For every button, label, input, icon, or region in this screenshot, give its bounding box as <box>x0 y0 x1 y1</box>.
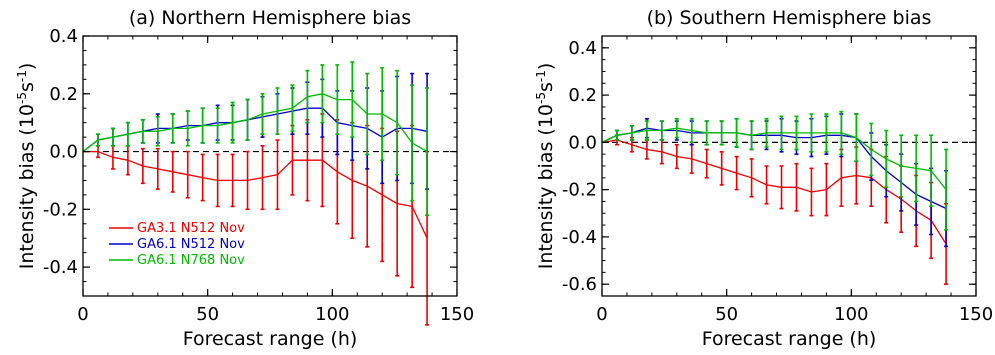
x-tick-label: 150 <box>959 304 993 325</box>
series-line <box>82 107 428 153</box>
x-axis-label: Forecast range (h) <box>702 328 877 350</box>
series-ga6-1-n768-nov <box>82 61 430 216</box>
y-tick-label: -0.2 <box>562 180 597 201</box>
series-ga6-1-n512-nov <box>601 113 949 248</box>
series-line <box>601 127 947 210</box>
y-tick-label: 0.0 <box>568 132 597 153</box>
series-ga3-1-n512-nov <box>83 113 430 326</box>
y-axis-label-superscript: -5 <box>15 92 29 104</box>
y-axis-label-part: ) <box>16 63 38 70</box>
x-tick-label: 100 <box>834 304 868 325</box>
series-ga6-1-n512-nov <box>82 72 430 190</box>
y-axis-label-part: Intensity bias (10 <box>535 104 557 269</box>
series-ga6-1-n768-nov <box>601 110 949 231</box>
chart-title: (a) Northern Hemisphere bias <box>129 7 411 29</box>
y-axis-label: Intensity bias (10-5s-1) <box>15 63 38 270</box>
x-tick-label: 0 <box>596 304 607 325</box>
y-tick-label: 0.2 <box>568 85 597 106</box>
y-tick-label: -0.2 <box>43 199 78 220</box>
y-axis-label-part: s <box>535 82 557 92</box>
y-axis-label-superscript: -1 <box>15 70 29 82</box>
plot-frame <box>601 35 977 297</box>
panel-northern-hemisphere: (a) Northern Hemisphere bias 0 50 100 150 -0.… <box>15 7 474 350</box>
y-axis-label: Intensity bias (10-5s-1) <box>534 63 557 270</box>
legend-label: GA6.1 N512 Nov <box>137 237 245 252</box>
y-tick-label: 0.2 <box>49 84 78 105</box>
legend-label: GA6.1 N768 Nov <box>137 253 245 268</box>
y-axis-label-part: ) <box>535 63 557 70</box>
y-tick-label: 0.4 <box>568 38 597 59</box>
series-line <box>601 139 947 245</box>
series-ga3-1-n512-nov <box>601 134 949 285</box>
x-tick-label: 150 <box>440 304 474 325</box>
x-tick-label: 50 <box>196 304 219 325</box>
y-axis-label-superscript: -5 <box>534 92 548 104</box>
chart-title: (b) Southern Hemisphere bias <box>647 7 932 29</box>
y-tick-label: 0.4 <box>49 26 78 47</box>
y-tick-label: -0.6 <box>562 274 597 295</box>
series-line <box>601 127 947 191</box>
y-axis-label-part: Intensity bias (10 <box>16 104 38 269</box>
y-axis-label-superscript: -1 <box>534 70 548 82</box>
y-tick-label: -0.4 <box>43 257 78 278</box>
x-tick-label: 50 <box>715 304 738 325</box>
legend-label: GA3.1 N512 Nov <box>137 221 245 236</box>
x-axis-label: Forecast range (h) <box>183 328 358 350</box>
y-tick-label: 0.0 <box>49 142 78 163</box>
x-tick-label: 100 <box>315 304 349 325</box>
series-line <box>83 150 428 239</box>
panel-southern-hemisphere: (b) Southern Hemisphere bias 0 50 100 150 -0.… <box>534 7 993 350</box>
series-line <box>82 93 428 153</box>
y-axis-label-part: s <box>16 82 38 92</box>
x-tick-label: 0 <box>77 304 88 325</box>
y-tick-label: -0.4 <box>562 227 597 248</box>
